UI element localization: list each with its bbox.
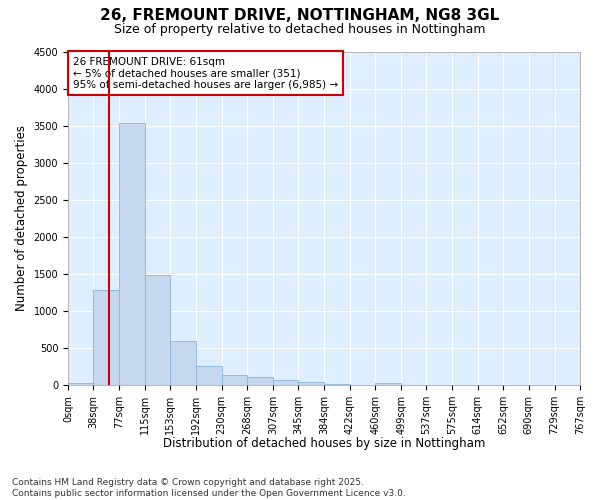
Bar <box>94 290 119 385</box>
Bar <box>145 274 170 385</box>
Bar <box>273 380 298 385</box>
Text: 26, FREMOUNT DRIVE, NOTTINGHAM, NG8 3GL: 26, FREMOUNT DRIVE, NOTTINGHAM, NG8 3GL <box>100 8 500 22</box>
Text: 26 FREMOUNT DRIVE: 61sqm
← 5% of detached houses are smaller (351)
95% of semi-d: 26 FREMOUNT DRIVE: 61sqm ← 5% of detache… <box>73 56 338 90</box>
Bar <box>247 377 273 385</box>
Bar <box>221 376 247 385</box>
Bar <box>196 366 221 385</box>
Y-axis label: Number of detached properties: Number of detached properties <box>15 126 28 311</box>
Text: Size of property relative to detached houses in Nottingham: Size of property relative to detached ho… <box>114 22 486 36</box>
Text: Contains HM Land Registry data © Crown copyright and database right 2025.
Contai: Contains HM Land Registry data © Crown c… <box>12 478 406 498</box>
Bar <box>375 383 401 385</box>
Bar <box>68 383 94 385</box>
Bar <box>298 382 325 385</box>
Bar <box>119 124 145 385</box>
X-axis label: Distribution of detached houses by size in Nottingham: Distribution of detached houses by size … <box>163 437 485 450</box>
Bar <box>170 340 196 385</box>
Bar <box>325 384 350 385</box>
